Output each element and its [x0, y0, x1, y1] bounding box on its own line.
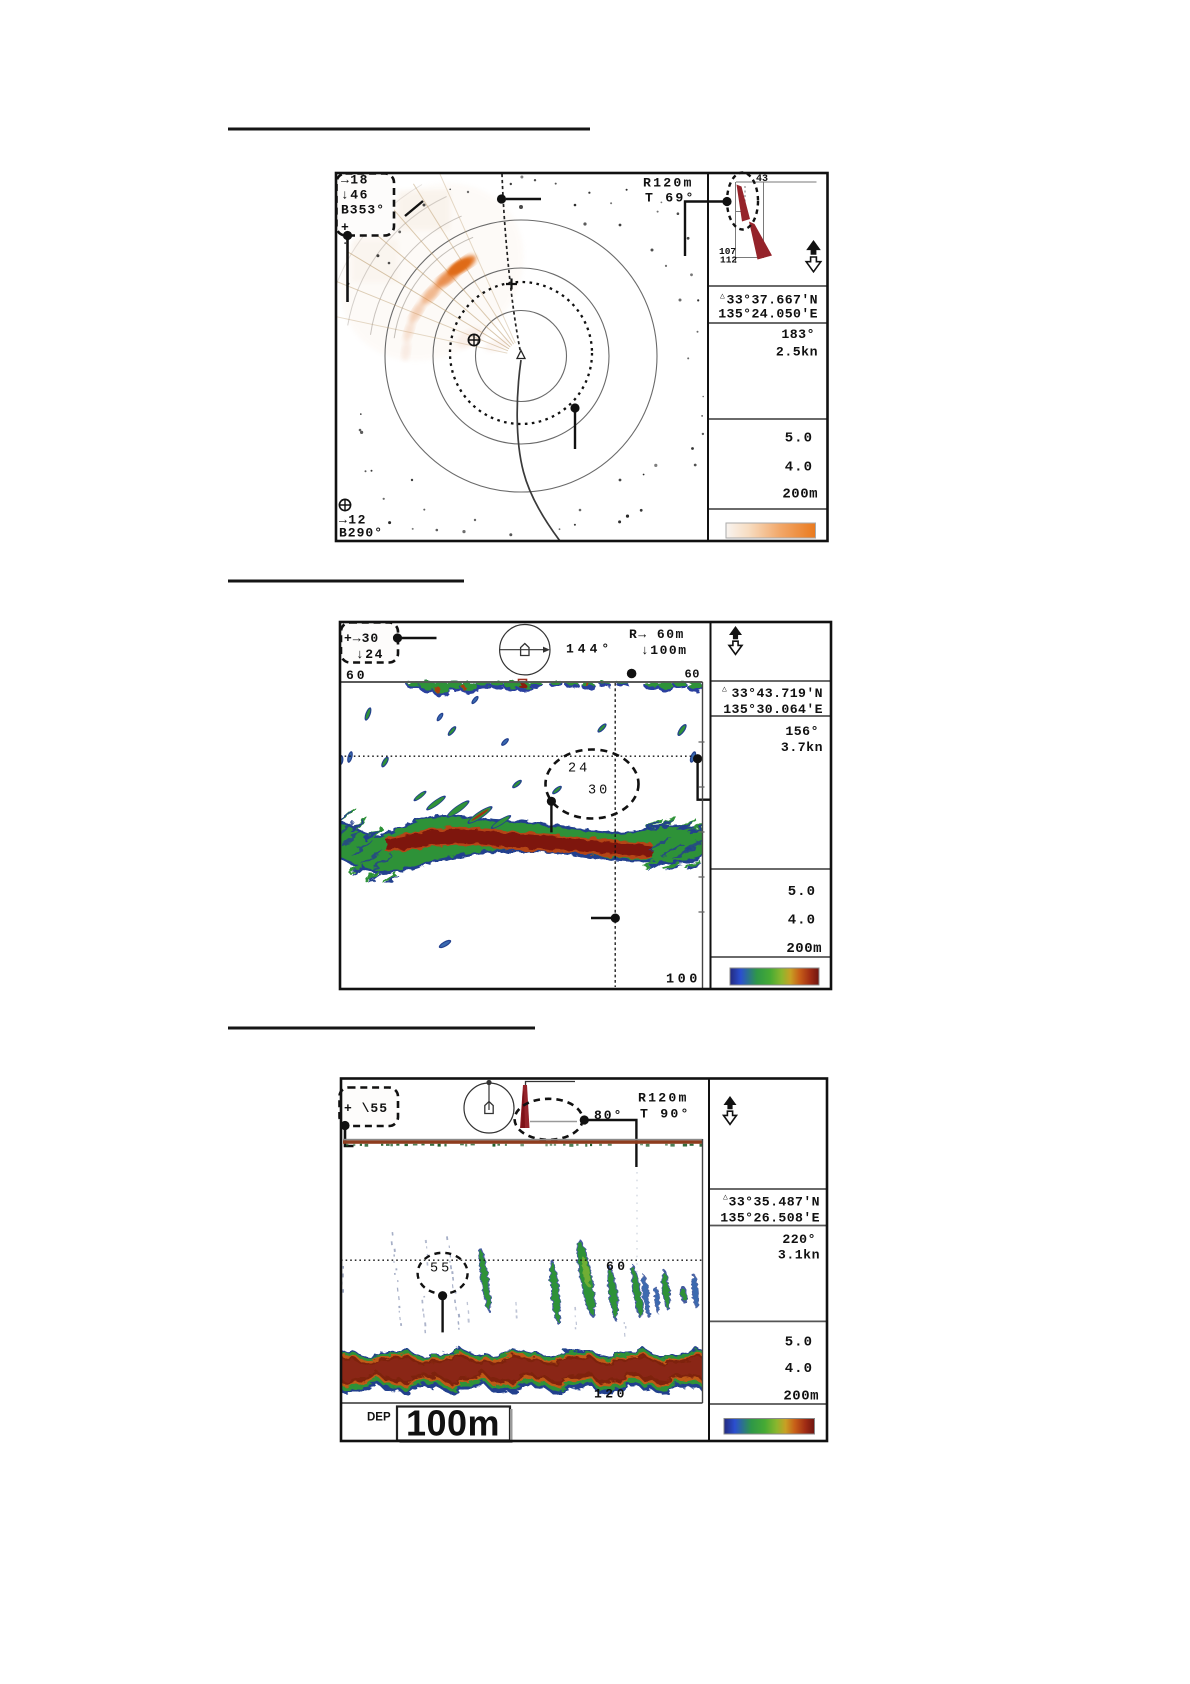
svg-text:135°30.064'E: 135°30.064'E — [723, 702, 823, 717]
svg-text:30: 30 — [588, 784, 610, 799]
svg-text:5.0: 5.0 — [785, 431, 813, 447]
svg-text:220°: 220° — [782, 1232, 816, 1247]
svg-text:112: 112 — [720, 255, 737, 266]
svg-text:60: 60 — [606, 1259, 629, 1274]
svg-text:156°: 156° — [785, 724, 819, 739]
svg-text:B353°: B353° — [341, 203, 385, 218]
svg-text:R→ 60m: R→ 60m — [629, 627, 685, 642]
svg-text:60: 60 — [346, 668, 368, 683]
svg-text:+→30: +→30 — [344, 631, 379, 646]
svg-text:107: 107 — [719, 246, 736, 257]
svg-text:144°: 144° — [566, 642, 613, 657]
svg-text:183°: 183° — [781, 327, 815, 342]
svg-text:2.5kn: 2.5kn — [776, 345, 818, 360]
svg-text:↓24: ↓24 — [356, 647, 384, 662]
svg-text:B290°: B290° — [339, 526, 383, 541]
svg-text:△: △ — [720, 292, 725, 301]
svg-text:3.1kn: 3.1kn — [778, 1248, 820, 1263]
svg-text:60: 60 — [685, 668, 700, 682]
svg-text:5.0: 5.0 — [785, 1335, 813, 1351]
svg-text:T 69°: T 69° — [645, 191, 696, 206]
svg-text:4.0: 4.0 — [788, 913, 816, 929]
svg-text:R120m: R120m — [638, 1091, 689, 1106]
svg-text:T 90°: T 90° — [640, 1107, 691, 1122]
svg-text:200m: 200m — [783, 1389, 819, 1405]
svg-text:33°35.487'N: 33°35.487'N — [729, 1195, 820, 1210]
svg-text:+: + — [341, 220, 349, 235]
svg-text:→12: →12 — [339, 513, 367, 528]
svg-text:→18: →18 — [341, 173, 369, 188]
svg-text:3.7kn: 3.7kn — [781, 740, 823, 755]
svg-text:100m: 100m — [406, 1403, 500, 1444]
svg-text:+ \55: + \55 — [344, 1101, 388, 1116]
svg-text:100: 100 — [666, 973, 701, 988]
svg-text:↓100m: ↓100m — [641, 643, 688, 658]
svg-text:△: △ — [723, 1193, 728, 1202]
svg-text:33°43.719'N: 33°43.719'N — [732, 686, 823, 701]
svg-text:43: 43 — [756, 174, 768, 185]
svg-text:33°37.667'N: 33°37.667'N — [727, 293, 818, 308]
svg-text:135°24.050'E: 135°24.050'E — [718, 307, 818, 322]
svg-text:55: 55 — [430, 1262, 452, 1277]
svg-text:DEP: DEP — [367, 1412, 391, 1424]
svg-text:5.0: 5.0 — [788, 884, 816, 900]
svg-text:↓46: ↓46 — [341, 188, 369, 203]
svg-text:24: 24 — [568, 762, 590, 777]
svg-text:4.0: 4.0 — [785, 460, 813, 476]
svg-text:R120m: R120m — [643, 176, 694, 191]
svg-text:120: 120 — [594, 1387, 628, 1402]
svg-text:200m: 200m — [782, 487, 818, 503]
svg-text:4.0: 4.0 — [785, 1361, 813, 1377]
svg-text:135°26.508'E: 135°26.508'E — [720, 1211, 820, 1226]
svg-text:△: △ — [722, 685, 727, 694]
svg-text:200m: 200m — [786, 941, 822, 957]
